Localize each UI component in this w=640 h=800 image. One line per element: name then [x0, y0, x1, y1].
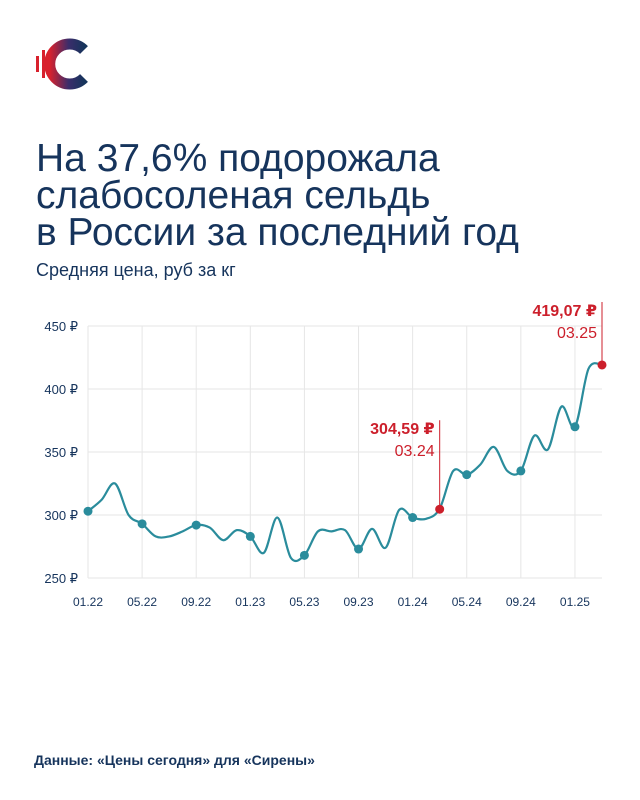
y-tick-label: 400 ₽ — [44, 382, 78, 397]
annotation-value: 419,07 ₽ — [532, 303, 597, 320]
annotation-date: 03.25 — [557, 325, 597, 342]
x-tick-label: 09.24 — [506, 595, 536, 609]
annotation-date: 03.24 — [395, 443, 435, 460]
x-tick-label: 05.24 — [452, 595, 482, 609]
highlight-point — [597, 360, 607, 370]
y-tick-label: 450 ₽ — [44, 319, 78, 334]
y-tick-label: 250 ₽ — [44, 571, 78, 586]
data-point — [570, 422, 580, 432]
y-tick-label: 300 ₽ — [44, 508, 78, 523]
x-tick-label: 01.24 — [398, 595, 428, 609]
data-point — [245, 531, 255, 541]
annotation-value: 304,59 ₽ — [370, 421, 435, 438]
x-tick-label: 01.23 — [235, 595, 265, 609]
x-tick-label: 09.23 — [344, 595, 374, 609]
data-point — [516, 466, 526, 476]
sirena-logo — [36, 38, 88, 90]
x-tick-label: 01.25 — [560, 595, 590, 609]
data-point — [462, 470, 472, 480]
chart-title: На 37,6% подорожала слабосоленая сельдь … — [36, 137, 519, 254]
data-source: Данные: «Цены сегодня» для «Сирены» — [34, 752, 315, 768]
highlight-point — [435, 504, 445, 514]
data-point — [299, 550, 309, 560]
x-tick-label: 05.22 — [127, 595, 157, 609]
data-point — [354, 544, 364, 554]
price-series-line — [87, 362, 603, 563]
y-tick-label: 350 ₽ — [44, 445, 78, 460]
x-tick-label: 01.22 — [73, 595, 103, 609]
chart-subtitle: Средняя цена, руб за кг — [36, 260, 236, 280]
data-point — [137, 519, 147, 529]
data-point — [408, 513, 418, 523]
data-point — [191, 520, 201, 530]
x-tick-label: 05.23 — [289, 595, 319, 609]
price-line-chart: 250 ₽ 300 ₽ 350 ₽ 400 ₽ 450 ₽ 01.22 05.22 09.22… — [44, 301, 607, 609]
data-point — [83, 506, 93, 516]
x-tick-label: 09.22 — [181, 595, 211, 609]
